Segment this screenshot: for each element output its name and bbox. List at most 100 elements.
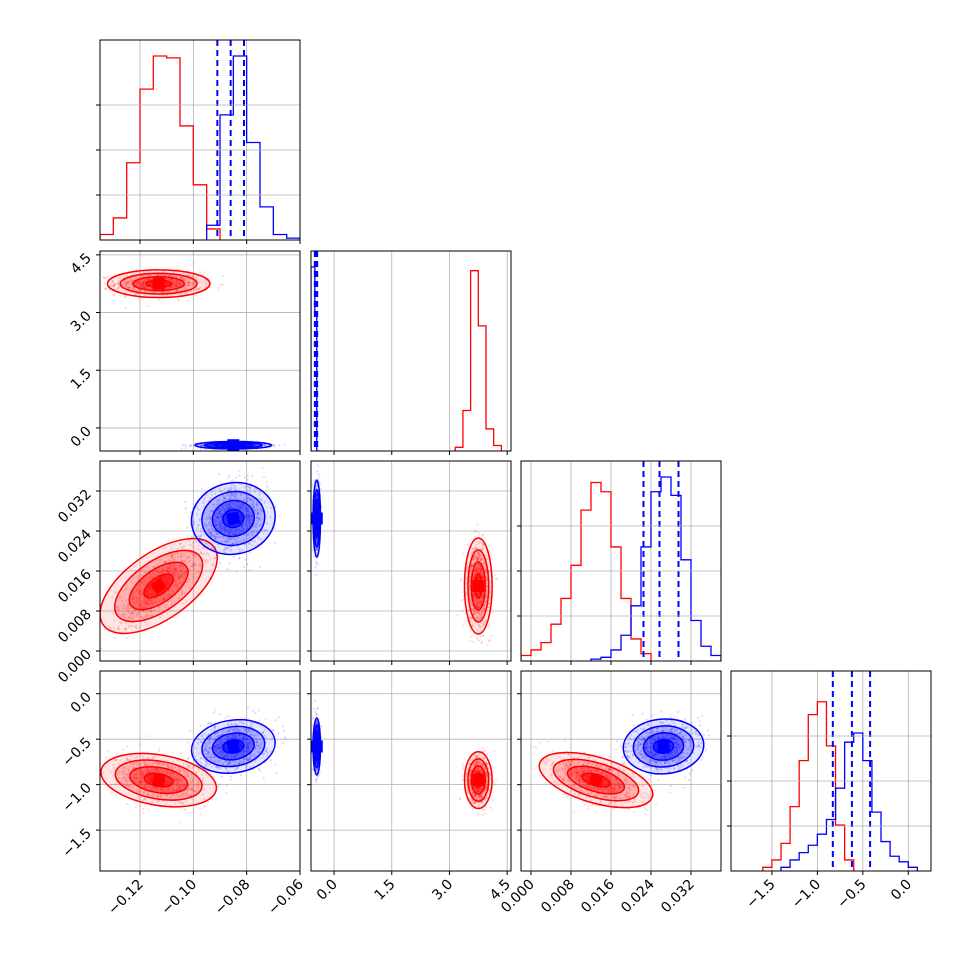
sample-point [218, 555, 220, 557]
sample-point [193, 263, 195, 265]
sample-point [476, 531, 478, 533]
sample-point [238, 470, 240, 472]
sample-point [489, 639, 491, 641]
sample-point [217, 289, 219, 291]
panel-frame [100, 40, 300, 240]
sample-point [188, 539, 190, 541]
sample-point [312, 485, 314, 487]
panel-frame [311, 251, 511, 451]
sample-point [233, 556, 235, 558]
sample-point [177, 298, 179, 300]
sample-point [181, 447, 183, 449]
sample-point [247, 475, 249, 477]
sample-point [479, 533, 481, 535]
hist-red [100, 56, 220, 240]
sample-point [187, 269, 189, 271]
sample-point [481, 535, 483, 537]
sample-point [488, 626, 490, 628]
sample-point [245, 559, 247, 561]
sample-point [462, 591, 464, 593]
sample-point [195, 540, 197, 542]
sample-point [113, 294, 115, 296]
sample-point [190, 444, 192, 446]
sample-point [184, 445, 186, 447]
sample-point [200, 552, 202, 554]
sample-point [187, 300, 189, 302]
sample-point [236, 571, 238, 573]
sample-point [462, 598, 464, 600]
sample-point [217, 287, 219, 289]
sample-point [318, 473, 320, 475]
panel-frame [731, 671, 931, 871]
panel-0-0 [100, 40, 300, 240]
sample-point [492, 612, 494, 614]
panel-2-1 [311, 461, 511, 661]
sample-point [124, 295, 126, 297]
sample-point [89, 627, 91, 629]
sample-point [496, 578, 498, 580]
sample-point [474, 531, 476, 533]
sample-point [193, 550, 195, 552]
sample-point [199, 271, 201, 273]
scatter-group [71, 263, 285, 451]
sample-point [246, 563, 248, 565]
sample-point [232, 480, 234, 482]
sample-point [229, 562, 231, 564]
sample-point [278, 444, 280, 446]
sample-point [244, 476, 246, 478]
sample-point [132, 637, 134, 639]
panel-3-3 [731, 671, 931, 871]
sample-point [261, 467, 263, 469]
sample-point [192, 542, 194, 544]
sample-point [317, 465, 319, 467]
sample-point [476, 638, 478, 640]
sample-point [266, 486, 268, 488]
scatter-group [311, 465, 499, 647]
sample-point [246, 479, 248, 481]
hist-group [100, 40, 300, 240]
sample-point [104, 282, 106, 284]
sample-point [456, 614, 458, 616]
sample-point [106, 276, 108, 278]
sample-point [126, 637, 128, 639]
sample-point [214, 557, 216, 559]
panel-2-2 [521, 461, 721, 661]
sample-point [100, 648, 102, 650]
sample-point [239, 557, 241, 559]
sample-point [274, 542, 276, 544]
density-peak [472, 580, 484, 592]
sample-point [185, 507, 187, 509]
sample-point [218, 473, 220, 475]
sample-point [467, 544, 469, 546]
sample-point [228, 474, 230, 476]
sample-point [182, 444, 184, 446]
sample-point [463, 553, 465, 555]
sample-point [113, 273, 115, 275]
sample-point [193, 562, 195, 564]
sample-point [189, 544, 191, 546]
sample-point [114, 637, 116, 639]
sample-point [460, 578, 462, 580]
sample-point [92, 628, 94, 630]
sample-point [460, 600, 462, 602]
sample-point [462, 624, 464, 626]
hist-group [311, 251, 501, 451]
scatter-group [84, 467, 281, 655]
sample-point [470, 630, 472, 632]
sample-point [479, 635, 481, 637]
sample-point [184, 501, 186, 503]
sample-point [238, 475, 240, 477]
sample-point [204, 271, 206, 273]
sample-point [249, 551, 251, 553]
sample-point [196, 295, 198, 297]
sample-point [201, 487, 203, 489]
sample-point [488, 624, 490, 626]
sample-point [470, 636, 472, 638]
sample-point [71, 280, 73, 282]
sample-point [147, 305, 149, 307]
sample-point [228, 477, 230, 479]
sample-point [462, 610, 464, 612]
density-peak [153, 278, 165, 290]
